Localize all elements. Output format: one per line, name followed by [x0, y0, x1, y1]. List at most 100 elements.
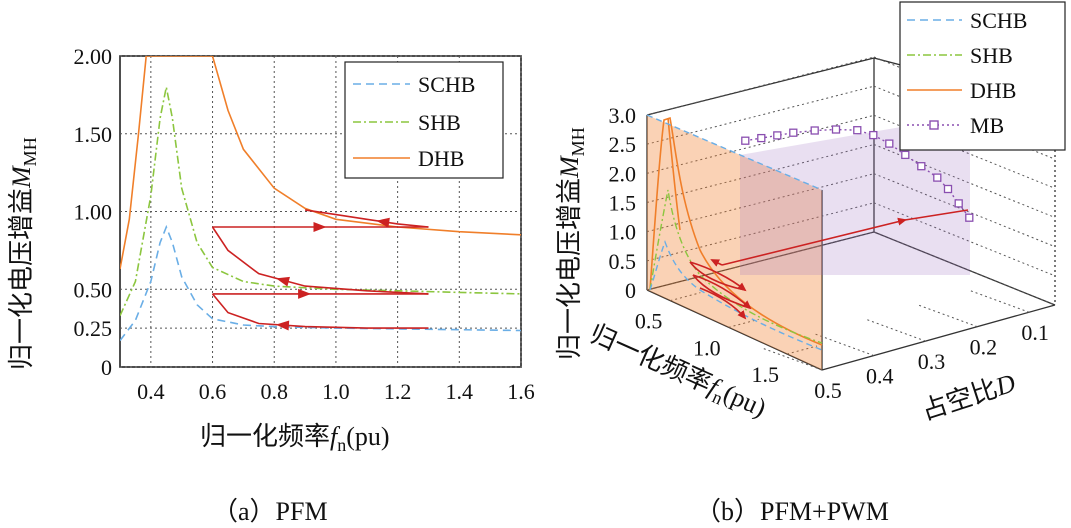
panel-a-x-label-text: 归一化频率: [200, 422, 330, 451]
panel-b-d-label-text: 占空比: [918, 374, 1001, 426]
traj-b-5: [699, 287, 747, 320]
panel-b-f-label: 归一化频率fn(pu): [584, 319, 771, 426]
box-edge-8: [646, 289, 823, 371]
grid-b-left-2: [646, 173, 875, 233]
y-tick-a-1: 0.25: [74, 316, 113, 341]
f-tick-b-2: 1.5: [752, 362, 780, 387]
panel-b-schb-top: [646, 114, 823, 191]
panel-a-y-label: 归一化电压增益MMH: [7, 137, 40, 370]
panel-b-y-label-text: 归一化电压增益: [555, 178, 584, 360]
panel-b-dhb-peak: [667, 117, 681, 231]
x-tick-a-3: 1.0: [322, 379, 350, 404]
panel-a-chart: 0.4 0.6 0.8 1.0 1.2 1.4 1.6 0 0.25 0.50 1.00 1.50 2…: [7, 44, 535, 526]
legend-a-shb-label: SHB: [418, 110, 461, 135]
panel-b-chart: 00.51.01.52.02.53.0 0.51.01.5 0.50.40.30…: [555, 1, 1066, 526]
box-edge-1: [646, 57, 875, 116]
panel-b-y-label: 归一化电压增益MMH: [555, 127, 588, 360]
grid-b-floor-d-2: [865, 318, 926, 342]
box-edge-9: [821, 304, 1056, 371]
grid-b-floor-f-0: [670, 292, 701, 302]
panel-a-y-label-text: 归一化电压增益: [7, 188, 36, 370]
series-b-mb-point: [853, 126, 862, 135]
panel-a-x-label: 归一化频率fn(pu): [200, 422, 390, 455]
x-tick-a-2: 0.8: [260, 379, 288, 404]
series-b-mb-point: [954, 199, 963, 208]
panel-a-y-ticks: 0 0.25 0.50 1.00 1.50 2.00: [74, 44, 113, 380]
panel-a-caption: （a）PFM: [212, 497, 328, 526]
series-b-mb-point: [831, 125, 841, 134]
panel-b-mb-series: [741, 125, 974, 222]
panel-a-y-label-var: M: [7, 165, 36, 189]
panel-a-x-label-unit: (pu): [346, 422, 389, 451]
box-edge-7: [873, 231, 1056, 306]
panel-b-legend: SCHB SHB DHB MB: [899, 1, 1066, 151]
d-tick-b-0: 0.5: [814, 378, 842, 403]
y-tick-a-4: 1.50: [74, 122, 113, 147]
legend-a-dhb-label: DHB: [418, 146, 464, 171]
panel-b-y-label-var: M: [555, 155, 584, 179]
grid-b-floor-d-1: [813, 333, 874, 357]
panel-b-orange-plane: [647, 115, 822, 370]
x-tick-a-1: 0.6: [199, 379, 227, 404]
panel-a-x-ticks: 0.4 0.6 0.8 1.0 1.2 1.4 1.6: [137, 379, 535, 404]
trajectory-a-arrow-0: [313, 222, 327, 232]
d-tick-b-1: 0.4: [866, 364, 894, 389]
panel-b-y-label-sub: MH: [568, 127, 588, 156]
z-tick-b-0: 0: [625, 278, 636, 303]
series-b-mb-point: [933, 173, 942, 182]
grid-b-floor-d-4: [968, 289, 1030, 313]
legend-b-shb-label: SHB: [970, 43, 1013, 68]
grid-b-floor-f-1: [728, 318, 759, 328]
panel-b-f-ticks: 0.5 1.0 1.5: [635, 309, 779, 387]
f-tick-b-0: 0.5: [635, 309, 663, 334]
legend-a-schb-label: SCHB: [418, 72, 475, 97]
panel-b-schb-line: [649, 240, 823, 351]
d-tick-b-2: 0.3: [918, 349, 946, 374]
f-tick-b-1: 1.0: [693, 335, 721, 360]
series-b-mb-point: [901, 150, 910, 160]
series-b-mb-point: [810, 126, 819, 135]
trajectory-a-arrow-1: [376, 217, 390, 228]
z-tick-b-6: 3.0: [609, 103, 637, 128]
x-tick-a-4: 1.2: [384, 379, 412, 404]
grid-b-left-3: [646, 144, 875, 203]
series-b-mb-point: [885, 139, 894, 148]
grid-b-left-6: [646, 56, 875, 116]
grid-b-floor-d-3: [917, 304, 978, 328]
d-tick-b-3: 0.2: [970, 335, 998, 360]
traj-b-6: [721, 217, 907, 266]
series-b-mb-point: [757, 133, 766, 143]
x-tick-a-6: 1.6: [507, 379, 535, 404]
series-b-mb-point: [943, 184, 953, 194]
grid-b-left-5: [646, 85, 875, 145]
traj-b-3: [692, 274, 752, 310]
panel-b-grid: [646, 56, 1056, 371]
z-tick-b-2: 1.0: [609, 220, 637, 245]
z-tick-b-4: 2.0: [609, 161, 637, 186]
series-b-mb-point: [869, 130, 878, 140]
grid-b-floor-f-2: [786, 345, 818, 355]
y-tick-a-5: 2.00: [74, 44, 113, 69]
panel-b-caption: （b）PFM+PWM: [695, 497, 889, 526]
z-tick-b-1: 0.5: [609, 249, 637, 274]
trajectory-a-segment-1: [304, 209, 429, 228]
series-b-mb-point: [917, 162, 926, 171]
x-tick-a-0: 0.4: [137, 379, 165, 404]
y-tick-a-3: 1.00: [74, 200, 113, 225]
panel-b-d-ticks: 0.5 0.4 0.3 0.2 0.1: [814, 320, 1049, 403]
series-b-mb-point: [741, 136, 750, 145]
traj-b-8: [710, 259, 723, 267]
panel-b-trajectory: [689, 209, 969, 320]
traj-b-1: [689, 261, 747, 292]
series-b-mb-point: [789, 128, 798, 137]
legend-b-mb-label: MB: [970, 113, 1004, 138]
panel-a-x-label-sub: n: [337, 435, 346, 455]
series-b-mb-point: [773, 131, 782, 140]
series-a-shb-line: [120, 86, 521, 317]
z-tick-b-3: 1.5: [609, 191, 637, 216]
traj-b-4: [692, 274, 751, 309]
panel-b-shb-line: [649, 189, 823, 344]
panel-a-x-label-var: f: [330, 422, 341, 451]
trajectory-a-arrow-4: [275, 320, 290, 331]
